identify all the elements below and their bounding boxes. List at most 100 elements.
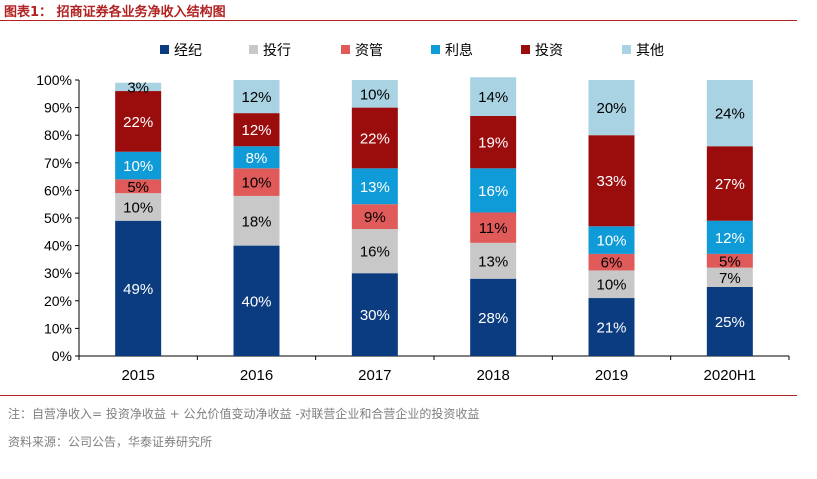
bar-segment <box>470 242 517 279</box>
legend-label: 投行 <box>263 42 291 58</box>
bar-segment <box>233 80 280 114</box>
y-tick-label: 80% <box>44 127 72 143</box>
bar-segment <box>470 77 517 116</box>
data-label: 25% <box>715 314 745 331</box>
data-label: 49% <box>123 281 153 298</box>
data-label: 33% <box>596 173 626 190</box>
bar-segment <box>470 168 517 213</box>
data-label: 3% <box>127 79 149 96</box>
data-label: 14% <box>478 89 508 106</box>
y-tick-label: 20% <box>44 293 72 309</box>
bar-segment <box>470 212 517 243</box>
bar-segment <box>470 115 517 169</box>
bar-segment <box>351 229 398 274</box>
footer-divider <box>0 395 797 396</box>
chart-area: 0% 10% 20% 30% 40% 50% 60% 70% 80% 90% 100% 49% 10% 5… <box>0 24 817 394</box>
data-label: 11% <box>479 220 508 237</box>
header-divider <box>0 20 797 21</box>
bar-segment <box>706 220 753 254</box>
data-label: 12% <box>715 230 745 247</box>
y-tick-label: 30% <box>44 265 72 281</box>
bar-segment <box>351 273 398 356</box>
x-tick-label: 2020H1 <box>704 367 757 384</box>
bar-segment <box>706 80 753 147</box>
x-tick-label: 2019 <box>595 367 628 384</box>
data-label: 16% <box>478 183 508 200</box>
data-label: 10% <box>360 86 390 103</box>
legend-swatch <box>341 45 350 54</box>
data-label: 20% <box>596 100 626 117</box>
x-tick-label: 2018 <box>476 367 509 384</box>
bar-segment <box>233 245 280 356</box>
data-label: 18% <box>241 213 271 230</box>
bar-segment <box>351 107 398 169</box>
x-tick-label: 2017 <box>358 367 391 384</box>
data-label: 16% <box>360 244 390 261</box>
y-tick-label: 50% <box>44 210 72 226</box>
figure-title: 图表1： 招商证券各业务净收入结构图 <box>4 5 226 20</box>
stacked-bar-chart: 0% 10% 20% 30% 40% 50% 60% 70% 80% 90% 100% 49% 10% 5… <box>36 42 790 384</box>
bar-segment <box>588 253 635 271</box>
y-tick-label: 40% <box>44 238 72 254</box>
data-label: 8% <box>246 150 268 167</box>
legend-label: 其他 <box>636 42 664 58</box>
data-label: 12% <box>241 122 271 139</box>
bar-segment <box>706 253 753 268</box>
bar-segment <box>115 179 162 194</box>
bar-segment <box>588 226 635 254</box>
y-tick-label: 0% <box>52 348 72 364</box>
data-label: 22% <box>360 130 390 147</box>
data-label: 10% <box>241 175 271 192</box>
legend-label: 利息 <box>445 42 473 58</box>
data-label: 24% <box>715 106 745 123</box>
data-label: 6% <box>601 255 623 272</box>
data-label: 30% <box>360 307 390 324</box>
data-label: 19% <box>478 135 508 152</box>
bar-segment <box>588 270 635 299</box>
data-label: 7% <box>719 270 741 287</box>
bar-segment <box>115 82 162 92</box>
data-label: 28% <box>478 310 508 327</box>
legend-swatch <box>249 45 258 54</box>
data-label: 10% <box>123 199 153 216</box>
data-label: 12% <box>241 89 271 106</box>
y-tick-label: 90% <box>44 100 72 116</box>
legend-swatch <box>160 45 169 54</box>
bar-segment <box>588 135 635 227</box>
data-label: 9% <box>364 209 386 226</box>
data-label: 5% <box>719 253 741 270</box>
legend-swatch <box>622 45 631 54</box>
bar-segment <box>706 267 753 287</box>
data-label: 13% <box>478 253 508 270</box>
bar-segment <box>115 193 162 221</box>
legend-label: 资管 <box>355 42 383 58</box>
bar-segment <box>706 287 753 356</box>
legend-swatch <box>431 45 440 54</box>
bar-segment <box>115 220 162 356</box>
bar-segment <box>470 278 517 356</box>
data-label: 10% <box>596 233 626 250</box>
bar-segment <box>351 204 398 230</box>
x-tick-label: 2015 <box>121 367 154 384</box>
data-label: 22% <box>123 114 153 131</box>
data-label: 21% <box>596 320 626 337</box>
bar-segment <box>233 146 280 169</box>
bar-segment <box>351 168 398 205</box>
x-tick-label: 2016 <box>240 367 273 384</box>
data-label: 5% <box>127 179 149 196</box>
data-label: 13% <box>360 179 390 196</box>
source-note: 资料来源：公司公告，华泰证券研究所 <box>8 435 213 449</box>
bar-segment <box>588 298 635 356</box>
y-tick-label: 60% <box>44 182 72 198</box>
data-label: 27% <box>715 176 745 193</box>
data-label: 10% <box>123 158 153 175</box>
bar-segment <box>115 91 162 152</box>
y-tick-label: 70% <box>44 155 72 171</box>
report-header: 图表1： 招商证券各业务净收入结构图 <box>0 0 817 22</box>
bar-segment <box>233 113 280 147</box>
bar-segment <box>588 80 635 136</box>
bar-segment <box>115 151 162 180</box>
footnote: 注：自营净收入= 投资净收益 + 公允价值变动净收益 -对联营企业和合营企业的投… <box>8 407 480 421</box>
bar-segment <box>233 195 280 246</box>
bar-segment <box>351 80 398 108</box>
